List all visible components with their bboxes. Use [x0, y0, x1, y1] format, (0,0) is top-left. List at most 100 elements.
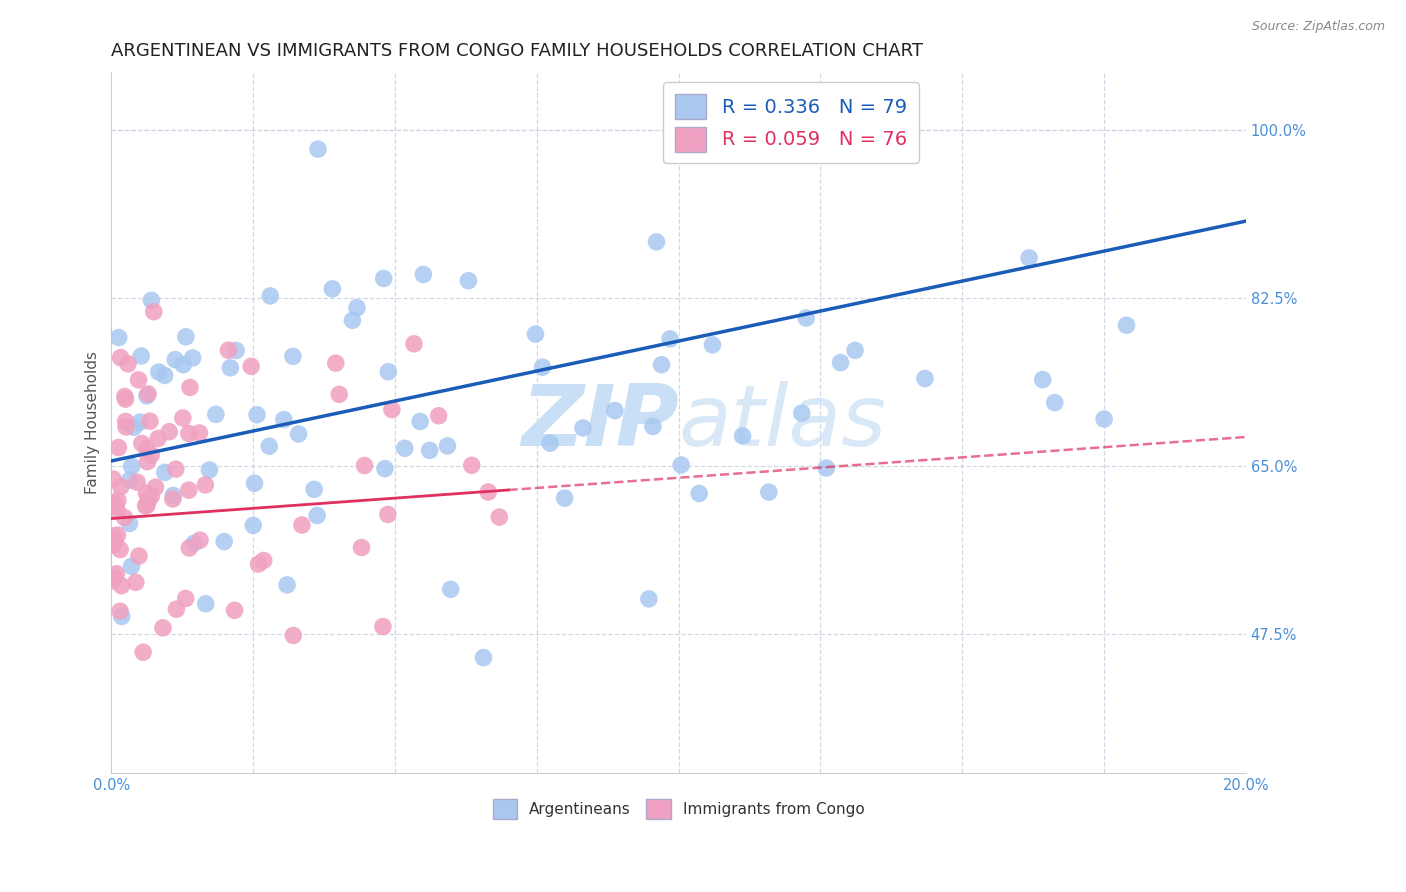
Point: [371, 619, 394, 633]
Point: [645, 235, 668, 249]
Point: [669, 458, 692, 472]
Point: [177, 483, 200, 497]
Point: [104, 534, 127, 549]
Point: [118, 516, 141, 531]
Point: [603, 403, 626, 417]
Point: [179, 541, 201, 555]
Point: [141, 489, 163, 503]
Point: [377, 508, 399, 522]
Point: [125, 475, 148, 490]
Point: [253, 553, 276, 567]
Point: [374, 461, 396, 475]
Point: [107, 504, 129, 518]
Point: [394, 442, 416, 456]
Point: [172, 358, 194, 372]
Point: [107, 493, 129, 508]
Text: ZIP: ZIP: [522, 381, 679, 464]
Point: [281, 349, 304, 363]
Point: [179, 380, 201, 394]
Point: [128, 373, 150, 387]
Point: [114, 510, 136, 524]
Point: [307, 142, 329, 156]
Point: [436, 439, 458, 453]
Point: [373, 271, 395, 285]
Point: [165, 602, 187, 616]
Point: [135, 389, 157, 403]
Point: [1043, 395, 1066, 409]
Point: [142, 304, 165, 318]
Point: [101, 472, 124, 486]
Point: [174, 591, 197, 606]
Point: [174, 330, 197, 344]
Point: [110, 579, 132, 593]
Point: [131, 436, 153, 450]
Point: [381, 402, 404, 417]
Point: [321, 282, 343, 296]
Point: [122, 420, 145, 434]
Point: [524, 327, 547, 342]
Point: [531, 360, 554, 375]
Point: [117, 357, 139, 371]
Point: [815, 461, 838, 475]
Point: [914, 371, 936, 385]
Point: [101, 574, 124, 588]
Point: [162, 491, 184, 506]
Point: [844, 343, 866, 358]
Point: [172, 411, 194, 425]
Point: [162, 488, 184, 502]
Point: [246, 408, 269, 422]
Point: [114, 390, 136, 404]
Point: [794, 310, 817, 325]
Point: [212, 534, 235, 549]
Point: [153, 368, 176, 383]
Point: [307, 508, 329, 523]
Point: [125, 575, 148, 590]
Text: ARGENTINEAN VS IMMIGRANTS FROM CONGO FAMILY HOUSEHOLDS CORRELATION CHART: ARGENTINEAN VS IMMIGRANTS FROM CONGO FAM…: [111, 42, 924, 60]
Point: [217, 343, 239, 358]
Point: [412, 268, 434, 282]
Point: [181, 351, 204, 365]
Point: [141, 448, 163, 462]
Point: [141, 293, 163, 308]
Text: atlas: atlas: [679, 381, 887, 464]
Point: [472, 650, 495, 665]
Point: [135, 499, 157, 513]
Point: [353, 458, 375, 473]
Point: [105, 566, 128, 581]
Point: [165, 352, 187, 367]
Point: [114, 392, 136, 406]
Legend: Argentineans, Immigrants from Congo: Argentineans, Immigrants from Congo: [486, 793, 870, 824]
Point: [247, 557, 270, 571]
Y-axis label: Family Households: Family Households: [86, 351, 100, 494]
Point: [103, 571, 125, 585]
Point: [488, 510, 510, 524]
Point: [136, 387, 159, 401]
Point: [107, 330, 129, 344]
Point: [205, 408, 228, 422]
Point: [325, 356, 347, 370]
Point: [136, 455, 159, 469]
Point: [152, 621, 174, 635]
Point: [637, 591, 659, 606]
Point: [219, 360, 242, 375]
Point: [830, 355, 852, 369]
Point: [650, 358, 672, 372]
Point: [259, 289, 281, 303]
Point: [118, 473, 141, 487]
Point: [688, 486, 710, 500]
Point: [273, 412, 295, 426]
Point: [188, 533, 211, 548]
Point: [132, 645, 155, 659]
Point: [461, 458, 484, 473]
Point: [1092, 412, 1115, 426]
Point: [108, 604, 131, 618]
Point: [427, 409, 450, 423]
Point: [121, 459, 143, 474]
Point: [136, 498, 159, 512]
Point: [104, 499, 127, 513]
Point: [287, 426, 309, 441]
Point: [243, 476, 266, 491]
Point: [101, 538, 124, 552]
Point: [165, 462, 187, 476]
Point: [121, 559, 143, 574]
